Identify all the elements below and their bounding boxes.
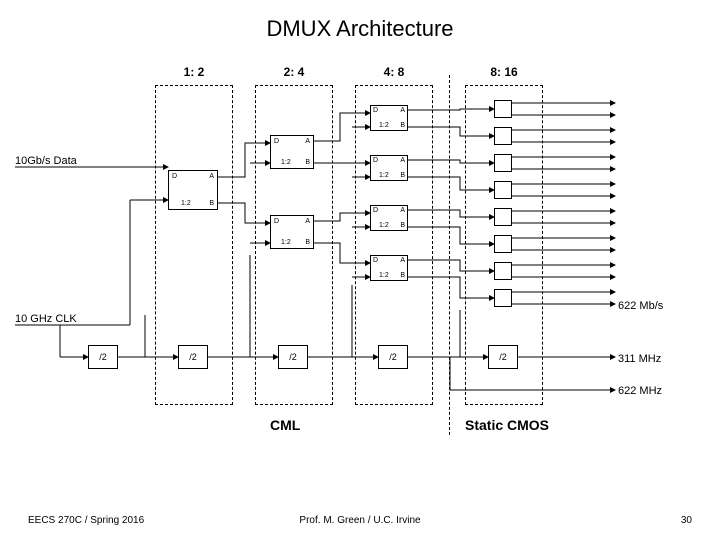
wiring <box>0 55 720 465</box>
footer-center: Prof. M. Green / U.C. Irvine <box>0 515 720 526</box>
dmux-diagram: 1: 2 2: 4 4: 8 8: 16 10Gb/s Data 10 GHz … <box>0 55 720 465</box>
footer-right: 30 <box>681 515 692 526</box>
slide-title: DMUX Architecture <box>0 16 720 42</box>
